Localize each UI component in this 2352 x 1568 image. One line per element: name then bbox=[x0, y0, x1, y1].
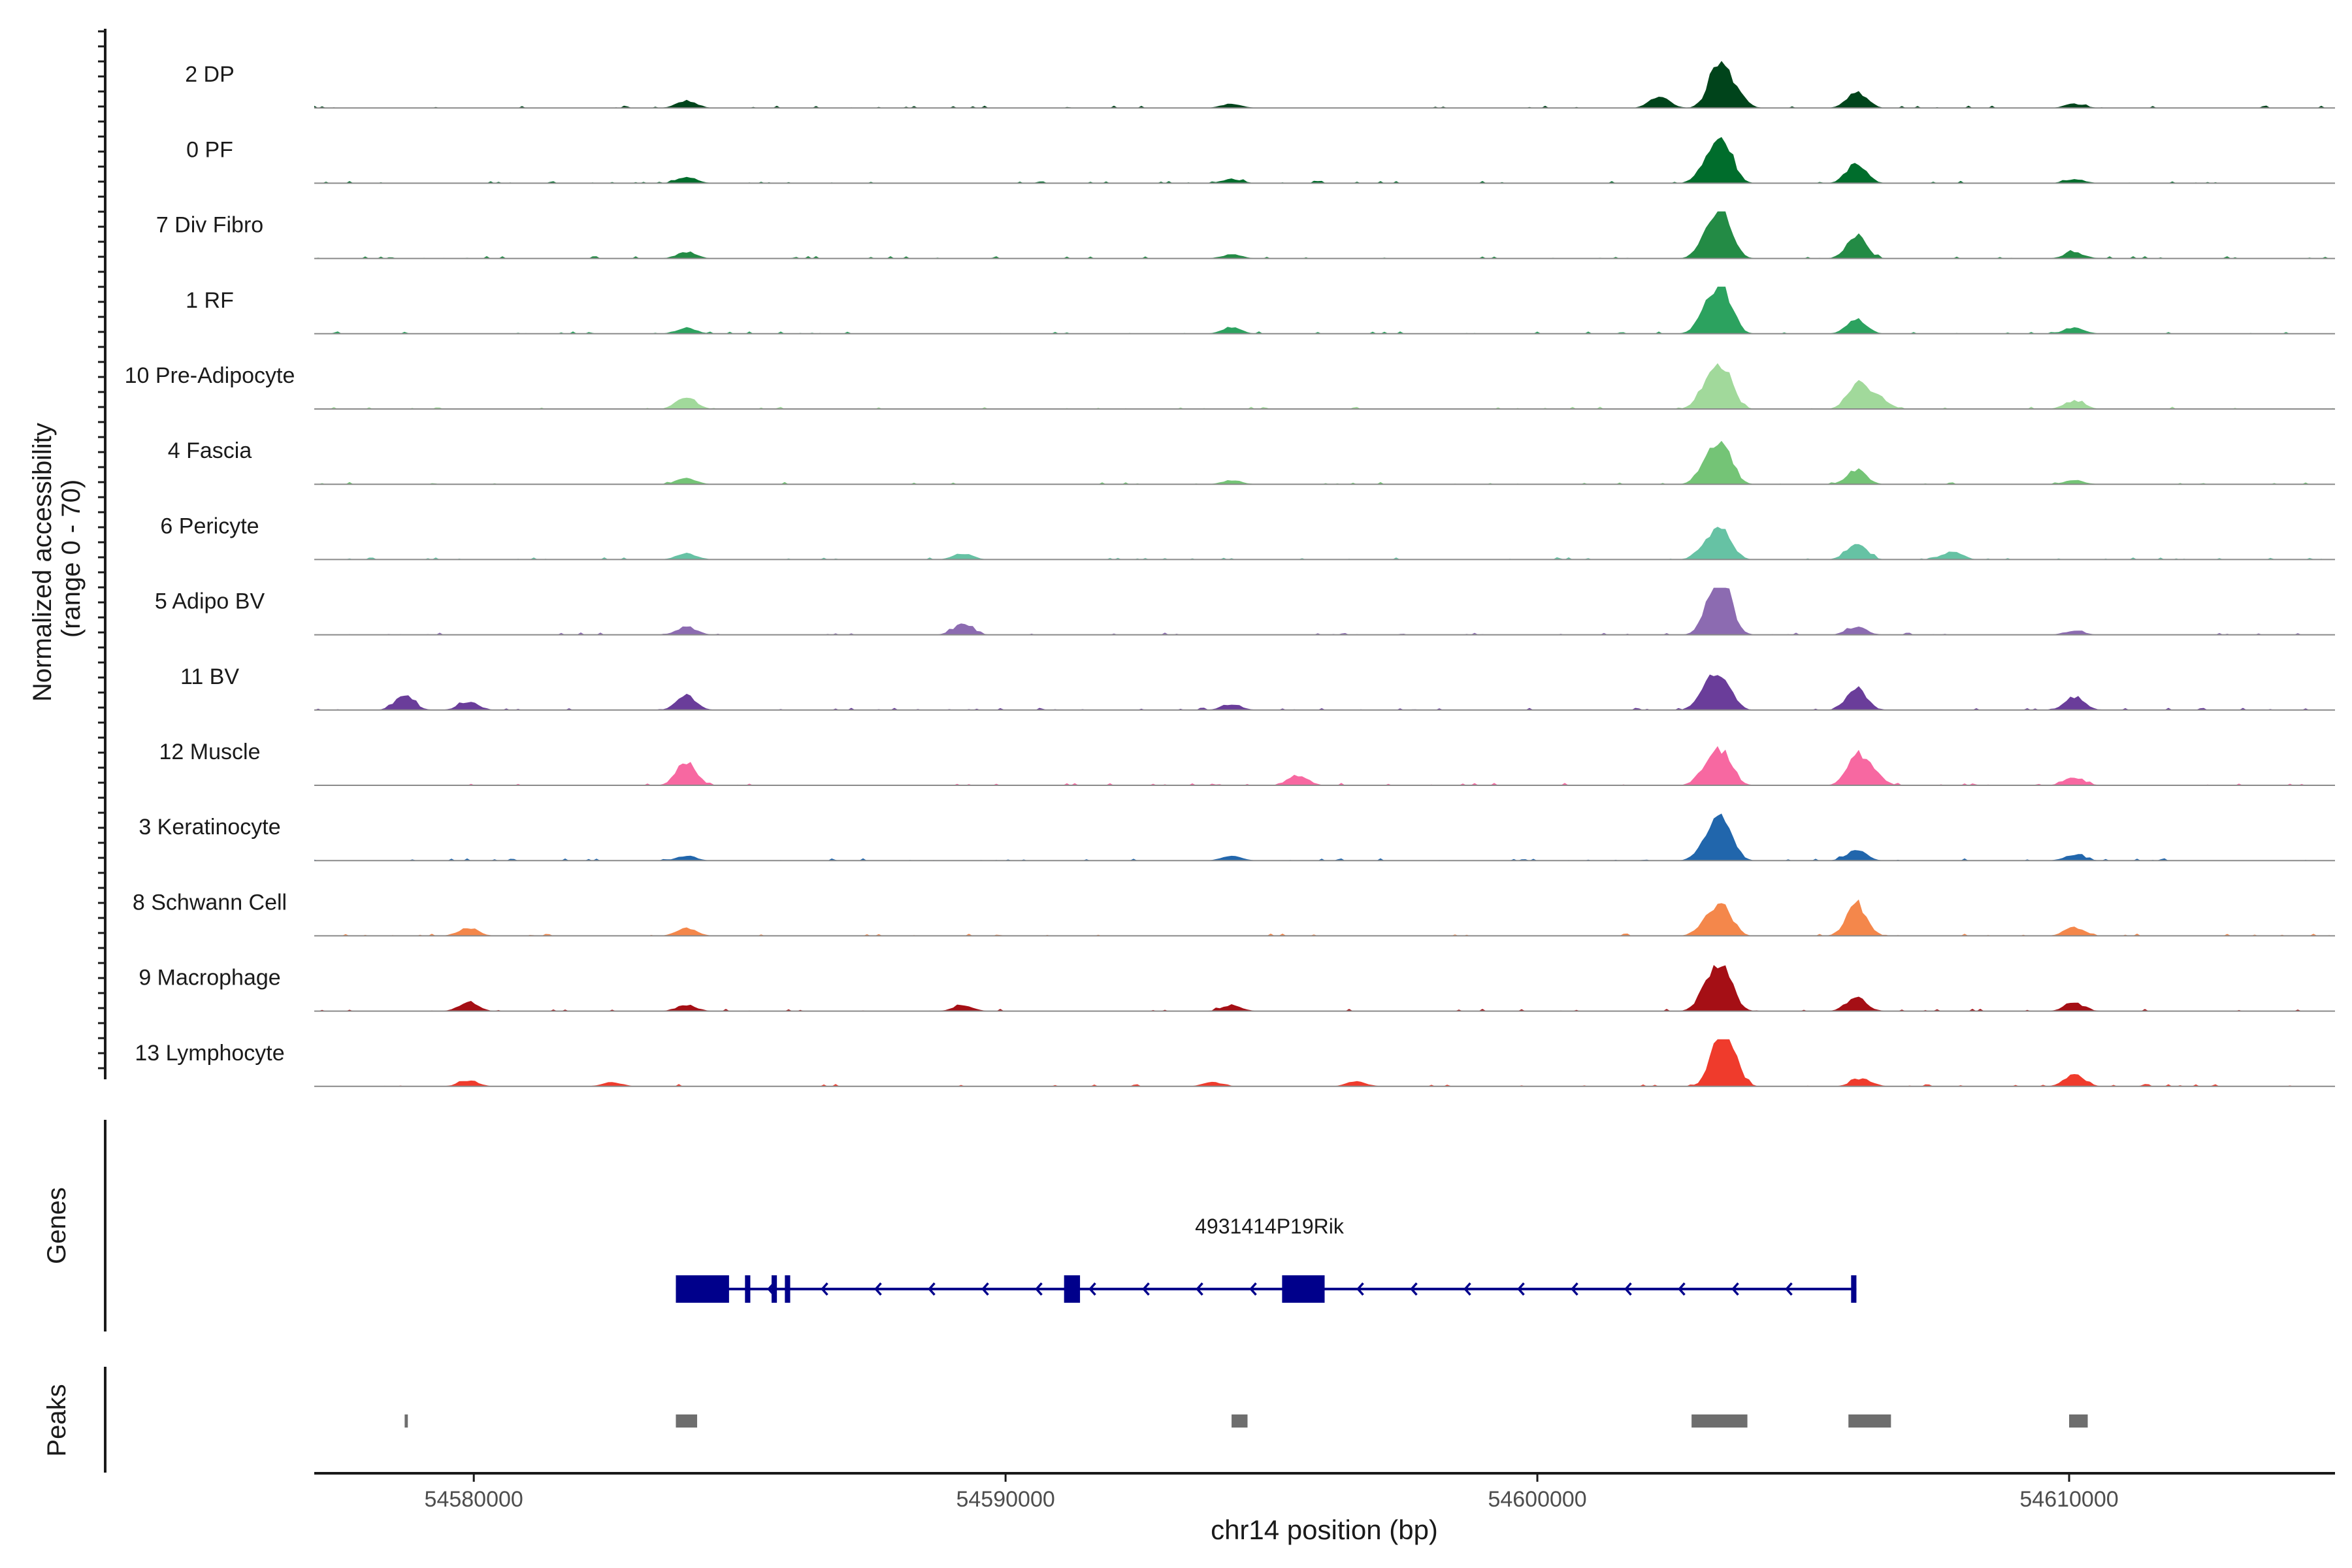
coverage-area bbox=[314, 746, 2335, 785]
coverage-track: 2 DP bbox=[185, 61, 2335, 109]
track-label: 8 Schwann Cell bbox=[133, 890, 287, 915]
coverage-track: 9 Macrophage bbox=[139, 965, 2335, 1012]
gene-exon bbox=[1064, 1275, 1081, 1303]
gene-model bbox=[676, 1275, 1857, 1303]
strand-arrow bbox=[1356, 1282, 1364, 1296]
peak-region bbox=[676, 1414, 698, 1428]
strand-arrow bbox=[1249, 1282, 1257, 1296]
strand-arrow bbox=[981, 1282, 989, 1296]
coverage-track: 11 BV bbox=[180, 664, 2335, 711]
x-tick-label: 54610000 bbox=[2019, 1487, 2118, 1512]
track-label: 3 Keratinocyte bbox=[139, 815, 280, 840]
coverage-area bbox=[314, 1039, 2335, 1086]
strand-arrow bbox=[928, 1282, 936, 1296]
strand-arrow bbox=[874, 1282, 882, 1296]
gene-exon bbox=[785, 1275, 791, 1303]
coverage-tracks: 2 DP 0 PF 7 Div Fibro 1 RF 10 Pre-Adipocyte 4… bbox=[125, 61, 2335, 1087]
genes-panel: Genes 4931414P19Rik bbox=[42, 1120, 1857, 1331]
peaks-panel-label: Peaks bbox=[42, 1384, 71, 1456]
coverage-track: 7 Div Fibro bbox=[156, 211, 2335, 259]
track-label: 7 Div Fibro bbox=[156, 213, 263, 238]
strand-arrow bbox=[1731, 1282, 1739, 1296]
gene-exon bbox=[676, 1275, 729, 1303]
peak-region bbox=[1691, 1414, 1748, 1428]
coverage-track: 6 Pericyte bbox=[160, 514, 2335, 561]
track-label: 1 RF bbox=[186, 288, 234, 313]
gene-exon bbox=[1282, 1275, 1325, 1303]
track-label: 2 DP bbox=[185, 62, 235, 87]
gene-exon bbox=[745, 1275, 751, 1303]
x-tick-label: 54580000 bbox=[425, 1487, 523, 1512]
gene-name: 4931414P19Rik bbox=[1195, 1215, 1345, 1238]
strand-arrow bbox=[1785, 1282, 1793, 1296]
track-label: 9 Macrophage bbox=[139, 966, 280, 990]
coverage-track: 3 Keratinocyte bbox=[139, 813, 2335, 862]
peak-regions bbox=[404, 1414, 2088, 1428]
genes-panel-label: Genes bbox=[42, 1187, 71, 1264]
coverage-area bbox=[314, 813, 2335, 861]
track-label: 10 Pre-Adipocyte bbox=[125, 363, 295, 388]
strand-arrow bbox=[1571, 1282, 1578, 1296]
x-axis: 54580000 54590000 54600000 54610000 chr14 p… bbox=[314, 1472, 2335, 1545]
track-label: 12 Muscle bbox=[159, 740, 261, 764]
strand-arrow bbox=[1463, 1282, 1471, 1296]
coverage-track: 8 Schwann Cell bbox=[133, 890, 2335, 937]
gene-exon bbox=[1851, 1275, 1857, 1303]
coverage-area bbox=[314, 674, 2335, 710]
coverage-track: 10 Pre-Adipocyte bbox=[125, 363, 2335, 410]
track-label: 4 Fascia bbox=[168, 438, 252, 463]
track-label: 13 Lymphocyte bbox=[135, 1041, 284, 1066]
x-tick-label: 54590000 bbox=[956, 1487, 1054, 1512]
gene-exon bbox=[771, 1275, 777, 1303]
peaks-panel: Peaks bbox=[42, 1367, 2088, 1473]
y-axis-title-line2: (range 0 - 70) bbox=[57, 480, 86, 638]
strand-arrow bbox=[1196, 1282, 1203, 1296]
strand-arrow bbox=[1624, 1282, 1632, 1296]
y-axis-title-line1: Normalized accessibility bbox=[28, 423, 57, 702]
peak-region bbox=[2069, 1414, 2088, 1428]
coverage-track: 13 Lymphocyte bbox=[135, 1039, 2335, 1087]
y-axis: Normalized accessibility (range 0 - 70) bbox=[28, 29, 106, 1079]
coverage-area bbox=[314, 61, 2335, 108]
coverage-area bbox=[314, 286, 2335, 334]
y-axis-title: Normalized accessibility (range 0 - 70) bbox=[28, 416, 86, 702]
coverage-track: 12 Muscle bbox=[159, 740, 2335, 786]
coverage-area bbox=[314, 899, 2335, 936]
coverage-area bbox=[314, 587, 2335, 635]
strand-arrow bbox=[1088, 1282, 1096, 1296]
coverage-area bbox=[314, 965, 2335, 1011]
x-tick-label: 54600000 bbox=[1488, 1487, 1586, 1512]
strand-arrow bbox=[1517, 1282, 1525, 1296]
x-axis-title: chr14 position (bp) bbox=[1211, 1514, 1438, 1545]
track-label: 5 Adipo BV bbox=[155, 589, 265, 614]
coverage-area bbox=[314, 527, 2335, 560]
x-axis-ticks: 54580000 54590000 54600000 54610000 bbox=[425, 1473, 2119, 1512]
coverage-area bbox=[314, 363, 2335, 409]
strand-arrow bbox=[1035, 1282, 1043, 1296]
peak-region bbox=[404, 1414, 408, 1428]
peak-region bbox=[1848, 1414, 1891, 1428]
coverage-area bbox=[314, 137, 2335, 184]
coverage-area bbox=[314, 211, 2335, 259]
y-axis-ticks bbox=[98, 30, 105, 1070]
track-label: 6 Pericyte bbox=[160, 514, 259, 538]
strand-arrow bbox=[1142, 1282, 1150, 1296]
coverage-track: 0 PF bbox=[186, 137, 2335, 184]
coverage-area bbox=[314, 440, 2335, 485]
strand-arrow bbox=[821, 1282, 828, 1296]
strand-arrow bbox=[1410, 1282, 1418, 1296]
strand-arrow bbox=[1678, 1282, 1686, 1296]
track-label: 0 PF bbox=[186, 137, 233, 162]
coverage-track: 5 Adipo BV bbox=[155, 587, 2335, 636]
peak-region bbox=[1232, 1414, 1248, 1428]
coverage-track: 4 Fascia bbox=[168, 438, 2335, 485]
track-label: 11 BV bbox=[180, 664, 239, 689]
coverage-track: 1 RF bbox=[186, 286, 2335, 335]
